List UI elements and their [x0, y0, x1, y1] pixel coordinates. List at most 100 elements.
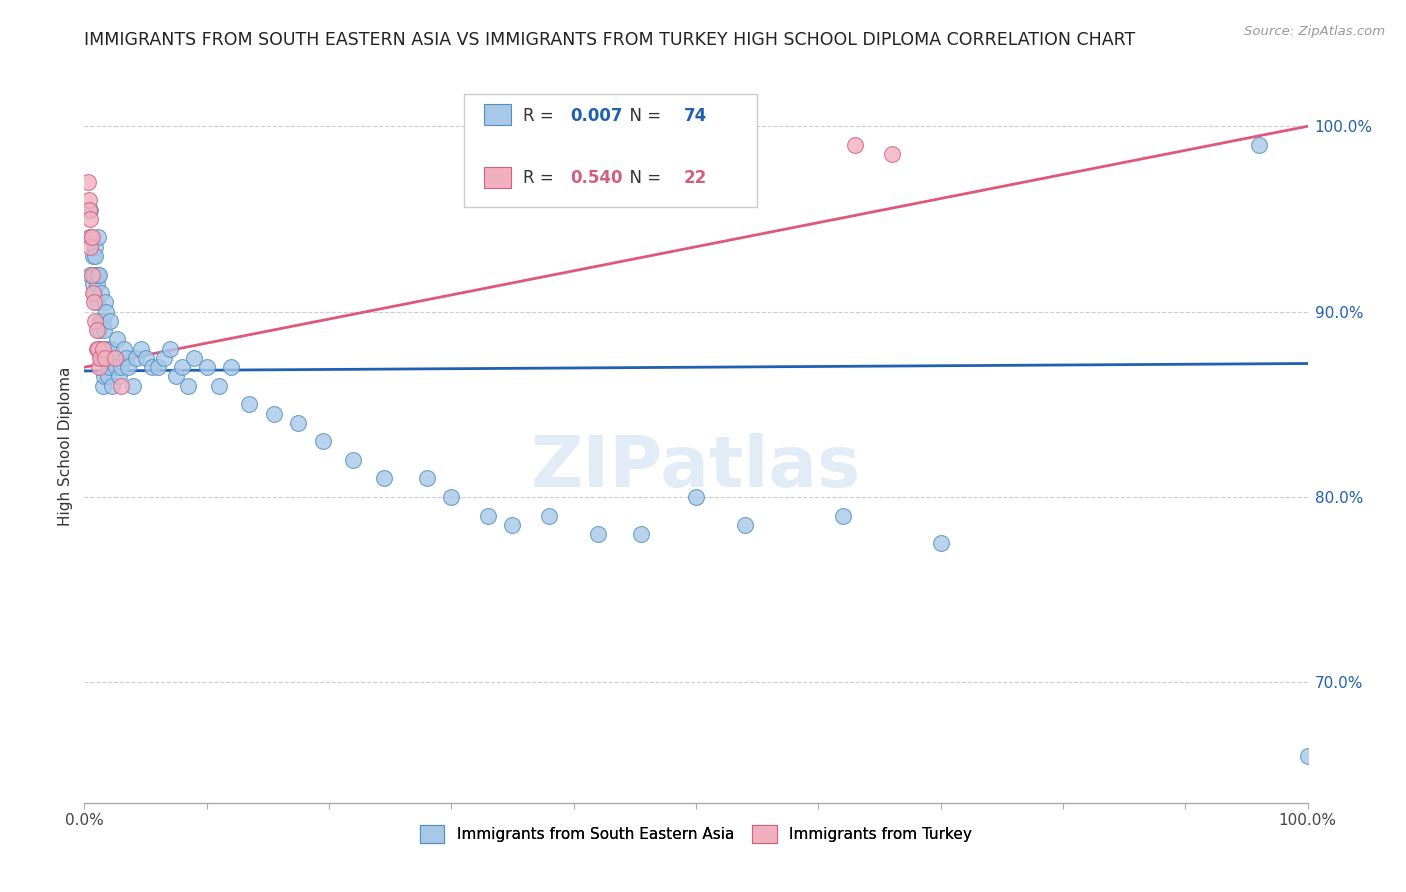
Point	[477, 508, 499, 523]
Point	[82, 286, 104, 301]
Point	[219, 360, 242, 375]
Point	[165, 369, 187, 384]
Text: 74: 74	[683, 107, 707, 125]
Point	[84, 249, 107, 263]
Text: ZIPatlas: ZIPatlas	[531, 433, 860, 502]
Point	[177, 378, 200, 392]
Point	[502, 517, 524, 532]
Point	[90, 286, 112, 301]
Point	[82, 277, 104, 291]
Point	[91, 314, 114, 328]
Text: 0.540: 0.540	[569, 169, 623, 187]
Point	[80, 268, 103, 282]
Point	[287, 416, 309, 430]
Point	[87, 342, 110, 356]
Point	[77, 202, 100, 217]
Point	[104, 351, 127, 365]
Point	[122, 378, 145, 392]
Point	[96, 304, 118, 318]
Point	[586, 527, 609, 541]
Point	[183, 351, 205, 365]
Point	[91, 378, 114, 392]
Text: 0.007: 0.007	[569, 107, 623, 125]
Point	[93, 323, 115, 337]
Point	[79, 202, 101, 217]
Point	[685, 490, 707, 504]
Point	[153, 351, 176, 365]
Point	[373, 471, 395, 485]
Point	[105, 360, 128, 375]
Point	[112, 342, 135, 356]
FancyBboxPatch shape	[484, 104, 512, 125]
FancyBboxPatch shape	[464, 95, 758, 207]
Point	[141, 360, 163, 375]
Point	[125, 351, 148, 365]
Point	[263, 407, 285, 421]
Point	[312, 434, 335, 449]
Point	[91, 342, 114, 356]
Point	[79, 268, 101, 282]
Point	[129, 342, 152, 356]
Point	[90, 351, 112, 365]
Point	[159, 342, 181, 356]
Point	[107, 369, 129, 384]
Point	[87, 230, 110, 244]
Point	[87, 268, 110, 282]
Point	[87, 323, 110, 337]
Point	[880, 147, 903, 161]
Point	[93, 369, 115, 384]
Point	[83, 286, 105, 301]
Point	[146, 360, 169, 375]
Point	[89, 342, 111, 356]
Point	[86, 277, 108, 291]
Point	[110, 378, 132, 392]
Point	[82, 249, 104, 263]
Point	[94, 295, 117, 310]
Point	[94, 351, 117, 365]
Point	[96, 342, 118, 356]
Point	[89, 351, 111, 365]
Point	[105, 333, 128, 347]
Point	[172, 360, 194, 375]
Point	[80, 230, 103, 244]
Point	[101, 378, 124, 392]
Text: N =: N =	[619, 169, 666, 187]
Point	[87, 360, 110, 375]
Point	[89, 314, 111, 328]
Point	[83, 295, 105, 310]
Point	[79, 230, 101, 244]
Point	[1247, 137, 1270, 152]
Text: R =: R =	[523, 169, 560, 187]
Point	[79, 211, 101, 226]
Y-axis label: High School Diploma: High School Diploma	[58, 367, 73, 525]
Point	[135, 351, 157, 365]
Text: IMMIGRANTS FROM SOUTH EASTERN ASIA VS IMMIGRANTS FROM TURKEY HIGH SCHOOL DIPLOMA: IMMIGRANTS FROM SOUTH EASTERN ASIA VS IM…	[84, 31, 1136, 49]
Legend: Immigrants from South Eastern Asia, Immigrants from Turkey: Immigrants from South Eastern Asia, Immi…	[413, 819, 979, 848]
Point	[1296, 749, 1319, 764]
Point	[77, 194, 100, 208]
Point	[238, 397, 260, 411]
Point	[538, 508, 561, 523]
Point	[104, 351, 127, 365]
Text: 22: 22	[683, 169, 707, 187]
Point	[86, 342, 108, 356]
Point	[97, 369, 120, 384]
Point	[100, 342, 122, 356]
Point	[83, 268, 105, 282]
Point	[929, 536, 952, 550]
Point	[734, 517, 756, 532]
Text: R =: R =	[523, 107, 560, 125]
Point	[115, 351, 138, 365]
Point	[79, 240, 101, 254]
Text: N =: N =	[619, 107, 666, 125]
Point	[844, 137, 866, 152]
Point	[79, 230, 101, 244]
Point	[84, 314, 107, 328]
Point	[208, 378, 231, 392]
Point	[98, 314, 121, 328]
Point	[342, 453, 364, 467]
Point	[97, 360, 120, 375]
Point	[86, 295, 108, 310]
Point	[195, 360, 218, 375]
Point	[87, 268, 110, 282]
